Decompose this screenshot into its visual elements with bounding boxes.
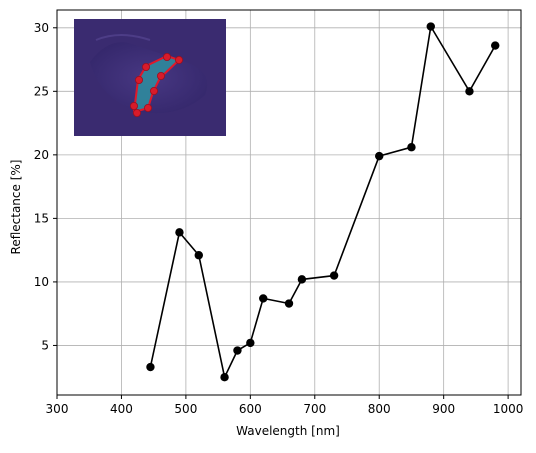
- x-tick-label: 500: [174, 402, 197, 416]
- y-tick-label: 25: [34, 84, 49, 98]
- data-point: [220, 373, 229, 382]
- y-tick-label: 15: [34, 211, 49, 225]
- data-point: [259, 294, 268, 303]
- inset-points: [129, 53, 183, 118]
- inset-texture: [95, 34, 151, 41]
- y-tick-label: 30: [34, 21, 49, 35]
- inset-point: [143, 104, 152, 113]
- data-point: [194, 251, 203, 260]
- inset-point: [149, 87, 158, 96]
- x-tick-label: 400: [110, 402, 133, 416]
- x-tick-label: 300: [46, 402, 69, 416]
- x-tick-label: 900: [432, 402, 455, 416]
- x-axis-label: Wavelength [nm]: [236, 424, 340, 438]
- y-tick-label: 5: [41, 338, 49, 352]
- y-axis-label: Reflectance [%]: [9, 160, 23, 255]
- x-tick-label: 800: [368, 402, 391, 416]
- data-point: [297, 275, 307, 284]
- plot-frame: [56, 9, 522, 396]
- data-point: [375, 151, 384, 161]
- y-tick-label: 20: [34, 148, 49, 162]
- data-point: [284, 299, 294, 308]
- data-point: [426, 22, 435, 31]
- inset-point: [141, 63, 150, 72]
- data-point: [233, 346, 242, 355]
- x-tick-label: 600: [239, 402, 262, 416]
- inset-image: [74, 19, 226, 136]
- inset-point: [162, 53, 171, 62]
- y-tick-label: 10: [34, 275, 49, 289]
- data-point: [407, 143, 416, 152]
- data-point: [175, 228, 184, 237]
- inset-point: [134, 76, 143, 85]
- x-tick-label: 700: [303, 402, 326, 416]
- data-point: [329, 271, 339, 280]
- x-tick-label: 1000: [493, 402, 524, 416]
- series: [146, 22, 500, 382]
- data-point: [465, 87, 474, 96]
- inset-point: [156, 72, 165, 81]
- data-point: [491, 41, 500, 50]
- axes: 300 400 500 600 700 800 900 1000 5 10 15 20 25 30: [34, 9, 524, 416]
- axis-labels: Wavelength [nm] Reflectance [%]: [9, 160, 340, 438]
- grid: [56, 10, 521, 395]
- inset-point: [174, 56, 183, 65]
- inset-point: [129, 102, 138, 111]
- inset-point: [132, 109, 141, 118]
- data-point: [146, 362, 155, 372]
- data-point: [246, 338, 255, 348]
